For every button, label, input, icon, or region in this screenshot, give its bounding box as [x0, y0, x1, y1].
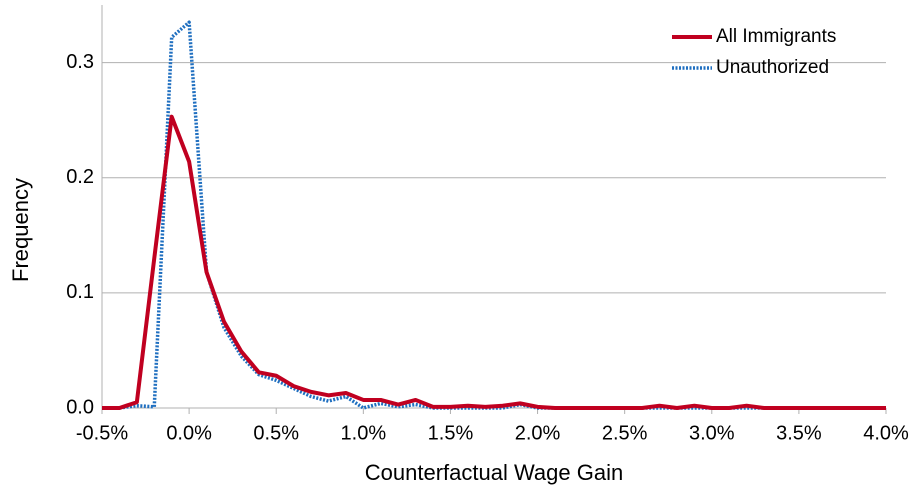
y-tick-label: 0.1: [66, 281, 94, 303]
x-tick-label: 0.0%: [166, 422, 212, 444]
x-axis-title: Counterfactual Wage Gain: [365, 460, 623, 485]
series-line: [102, 114, 886, 410]
y-tick-label: 0.2: [66, 166, 94, 188]
x-tick-label: 4.0%: [863, 422, 909, 444]
legend-label: All Immigrants: [716, 26, 836, 47]
y-axis-title: Frequency: [8, 178, 33, 282]
x-tick-label: 1.5%: [428, 422, 474, 444]
series-line: [102, 20, 886, 410]
x-tick-label: 0.5%: [253, 422, 299, 444]
x-tick-label: -0.5%: [76, 422, 128, 444]
x-tick-label: 2.5%: [602, 422, 648, 444]
legend-label: Unauthorized: [716, 57, 829, 78]
y-tick-label: 0.3: [66, 51, 94, 73]
x-tick-label: 2.0%: [515, 422, 561, 444]
x-tick-label: 1.0%: [341, 422, 387, 444]
x-tick-label: 3.0%: [689, 422, 735, 444]
y-tick-label: 0.0: [66, 396, 94, 418]
x-tick-label: 3.5%: [776, 422, 822, 444]
